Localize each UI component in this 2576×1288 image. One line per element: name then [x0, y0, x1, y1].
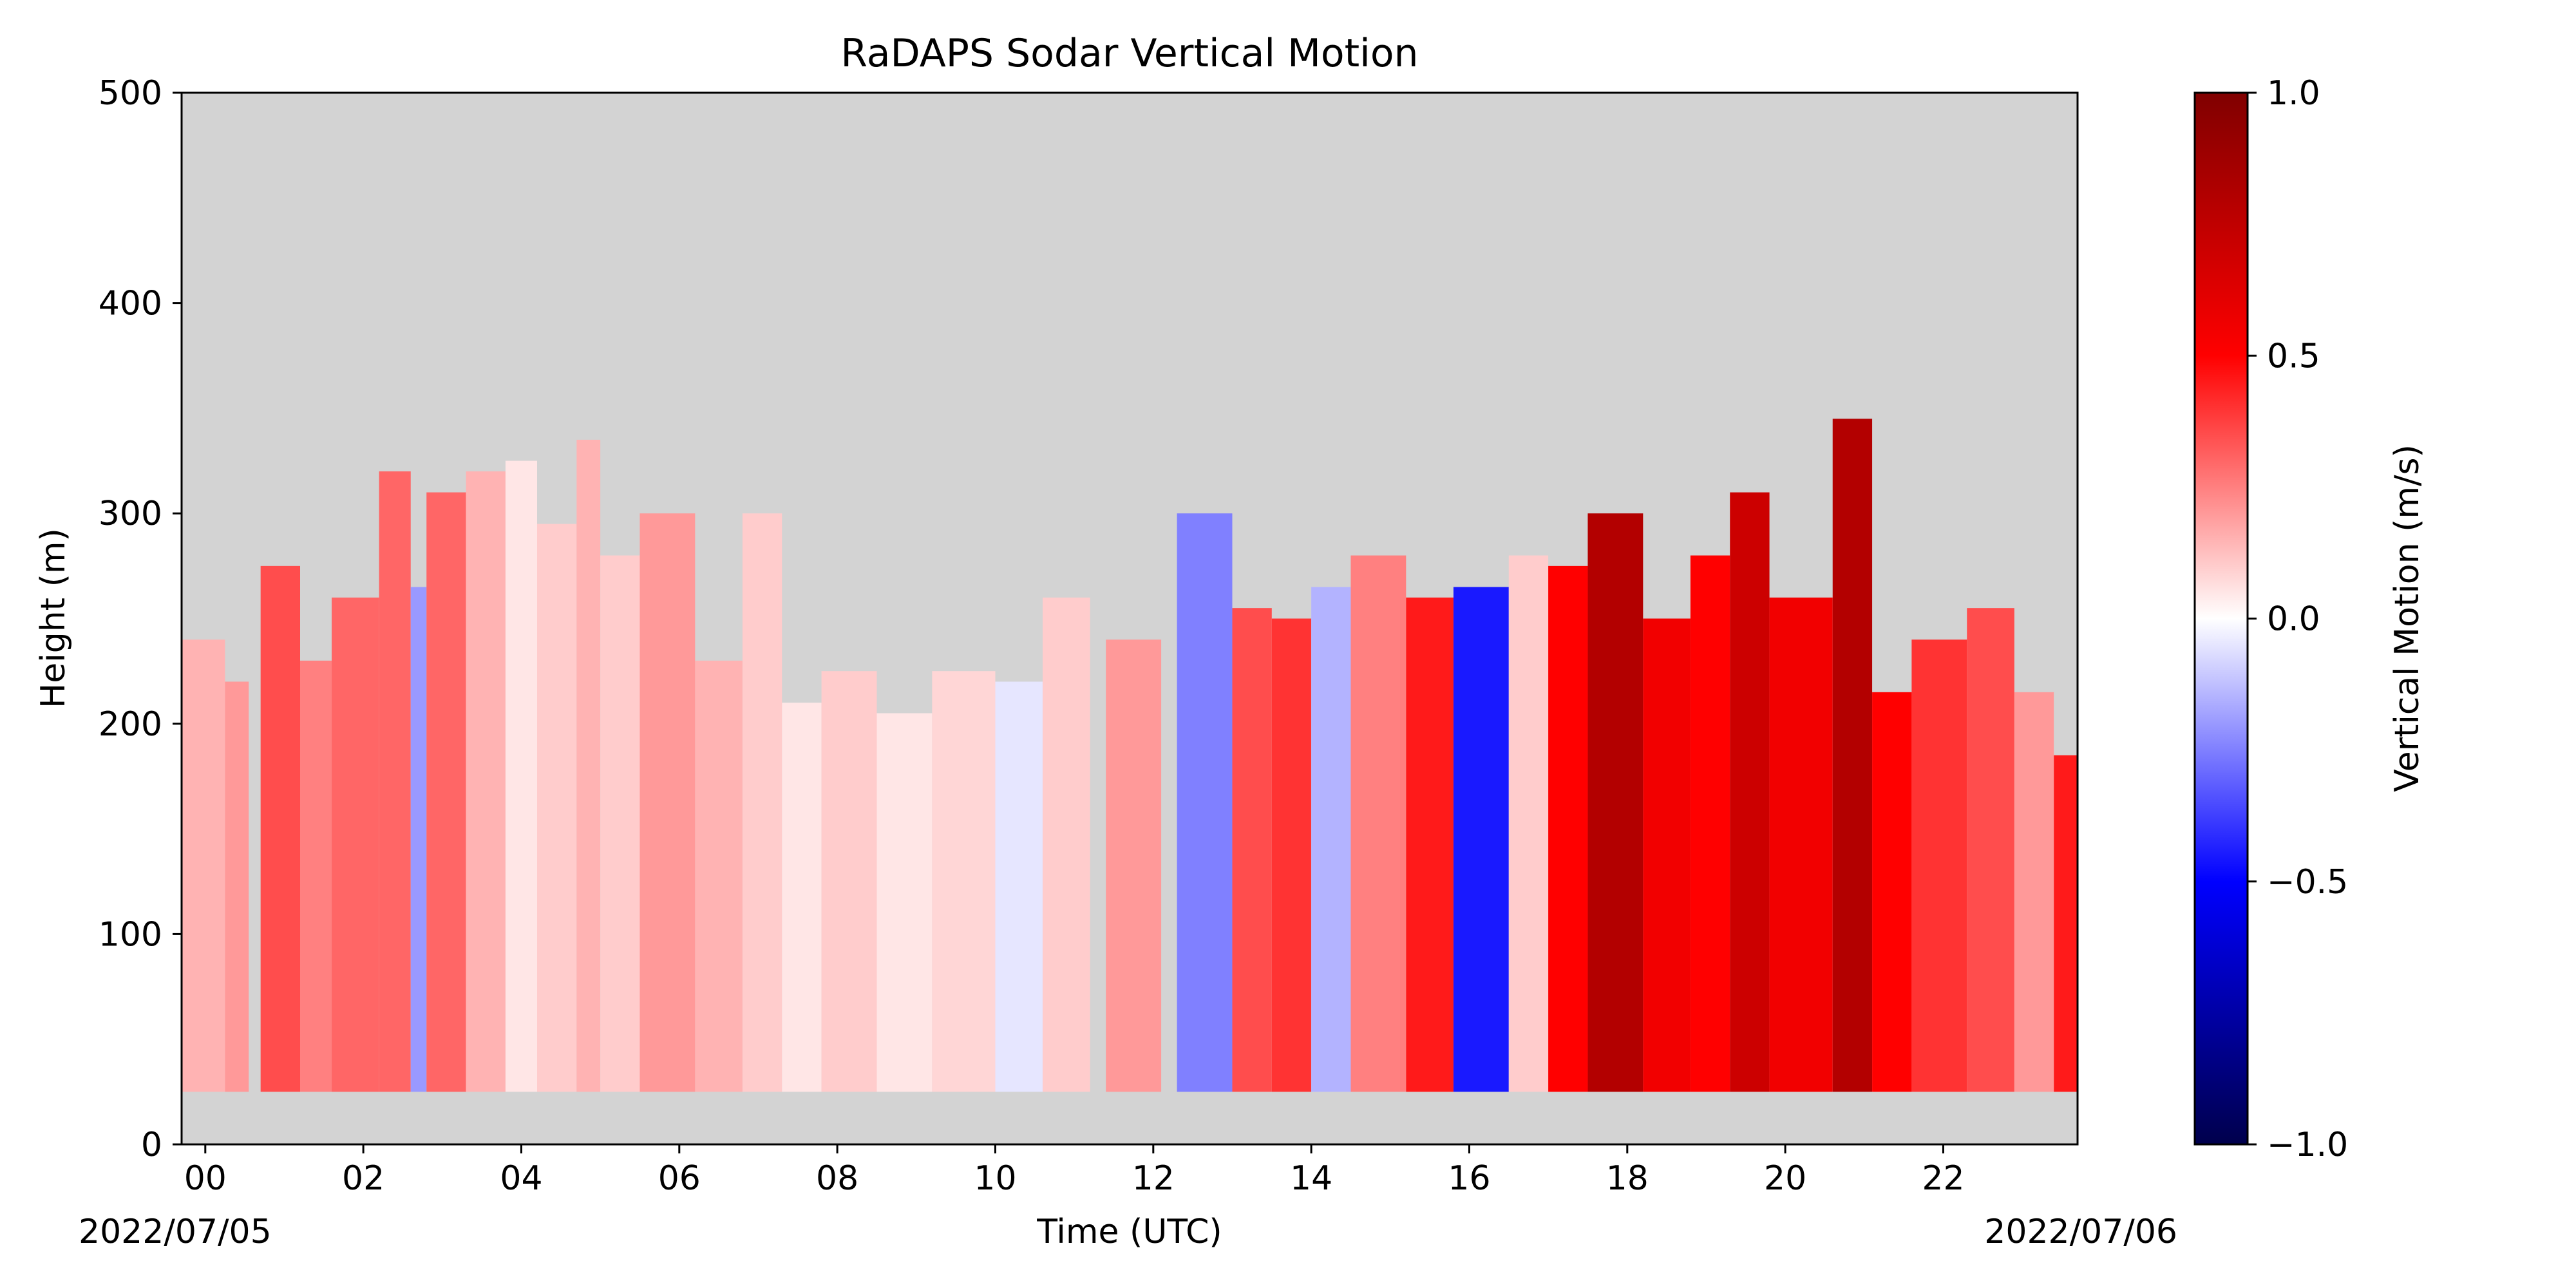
heatmap-segment-24 [1232, 608, 1272, 1092]
y-tick-label-4: 400 [99, 285, 162, 323]
x-tick-label-3: 06 [658, 1159, 701, 1198]
x-axis-label: Time (UTC) [1036, 1213, 1222, 1251]
y-tick-label-1: 100 [99, 915, 162, 954]
heatmap-segment-35 [1730, 492, 1770, 1092]
heatmap-segment-33 [1643, 618, 1690, 1092]
heatmap-segment-26 [1311, 587, 1351, 1092]
heatmap-segment-42 [2054, 755, 2078, 1092]
heatmap-data [182, 419, 2078, 1092]
heatmap-segment-13 [639, 513, 696, 1092]
heatmap-segment-23 [1177, 513, 1233, 1092]
heatmap-segment-3 [300, 660, 332, 1092]
heatmap-segment-27 [1350, 555, 1406, 1092]
heatmap-segment-6 [410, 587, 427, 1092]
date-end-label: 2022/07/06 [1984, 1213, 2177, 1251]
heatmap-segment-39 [1911, 639, 1967, 1092]
heatmap-segment-29 [1453, 587, 1509, 1092]
heatmap-segment-17 [821, 671, 877, 1092]
date-start-label: 2022/07/05 [79, 1213, 272, 1251]
x-tick-label-9: 18 [1606, 1159, 1649, 1198]
heatmap-segment-10 [537, 524, 577, 1092]
heatmap-segment-16 [782, 703, 822, 1092]
heatmap-segment-9 [505, 460, 537, 1092]
colorbar-tick-label-4: −1.0 [2267, 1126, 2348, 1164]
x-axis-ticks: 00 02 04 06 08 10 12 14 16 18 20 22 [184, 1144, 1965, 1198]
plot-frame [180, 91, 2079, 1146]
heatmap-segment-38 [1872, 692, 1912, 1092]
heatmap-segment-11 [576, 439, 601, 1092]
colorbar-ticks: 1.0 0.5 0.0 −0.5 −1.0 [2248, 74, 2348, 1164]
heatmap-segment-12 [600, 555, 640, 1092]
y-tick-label-5: 500 [99, 74, 162, 113]
x-tick-label-11: 22 [1922, 1159, 1964, 1198]
x-tick-label-10: 20 [1764, 1159, 1806, 1198]
heatmap-segment-0 [182, 639, 225, 1092]
x-tick-label-7: 14 [1290, 1159, 1332, 1198]
heatmap-segment-21 [1043, 597, 1090, 1092]
y-axis-label: Height (m) [34, 528, 73, 708]
x-tick-label-4: 08 [816, 1159, 858, 1198]
heatmap-segment-25 [1271, 618, 1312, 1092]
heatmap-segment-32 [1587, 513, 1643, 1092]
heatmap-segment-40 [1967, 608, 2014, 1092]
x-tick-label-6: 12 [1132, 1159, 1175, 1198]
colorbar-label: Vertical Motion (m/s) [2388, 444, 2427, 792]
x-tick-label-0: 00 [184, 1159, 227, 1198]
heatmap-segment-28 [1406, 597, 1454, 1092]
y-tick-label-2: 200 [99, 705, 162, 744]
chart-title: RaDAPS Sodar Vertical Motion [840, 31, 1418, 76]
y-tick-label-3: 300 [99, 495, 162, 533]
heatmap-segment-22 [1106, 639, 1162, 1092]
colorbar [2193, 91, 2249, 1146]
colorbar-tick-label-1: 0.5 [2267, 337, 2320, 375]
colorbar-tick-label-0: 1.0 [2267, 74, 2320, 113]
heatmap-segment-14 [695, 660, 743, 1092]
heatmap-segment-18 [876, 713, 933, 1092]
x-tick-label-2: 04 [500, 1159, 542, 1198]
heatmap-segment-41 [2014, 692, 2054, 1092]
heatmap-segment-19 [932, 671, 996, 1092]
heatmap-segment-31 [1548, 565, 1588, 1092]
heatmap-segment-1 [225, 681, 249, 1092]
heatmap-segment-2 [260, 565, 300, 1092]
heatmap-segment-15 [742, 513, 782, 1092]
y-tick-label-0: 0 [141, 1126, 162, 1164]
x-tick-label-5: 10 [974, 1159, 1016, 1198]
x-tick-label-8: 16 [1448, 1159, 1490, 1198]
colorbar-tick-label-2: 0.0 [2267, 600, 2320, 639]
heatmap-segment-4 [332, 597, 379, 1092]
heatmap-segment-20 [995, 681, 1043, 1092]
heatmap-segment-30 [1508, 555, 1549, 1092]
heatmap-segment-36 [1769, 597, 1833, 1092]
x-tick-label-1: 02 [342, 1159, 384, 1198]
heatmap-segment-5 [379, 471, 411, 1092]
y-axis-ticks: 0 100 200 300 400 500 [99, 74, 182, 1164]
heatmap-segment-37 [1832, 419, 1873, 1092]
heatmap-segment-8 [466, 471, 506, 1092]
heatmap-segment-7 [426, 492, 466, 1092]
colorbar-tick-label-3: −0.5 [2267, 863, 2348, 902]
heatmap-segment-34 [1690, 555, 1730, 1092]
